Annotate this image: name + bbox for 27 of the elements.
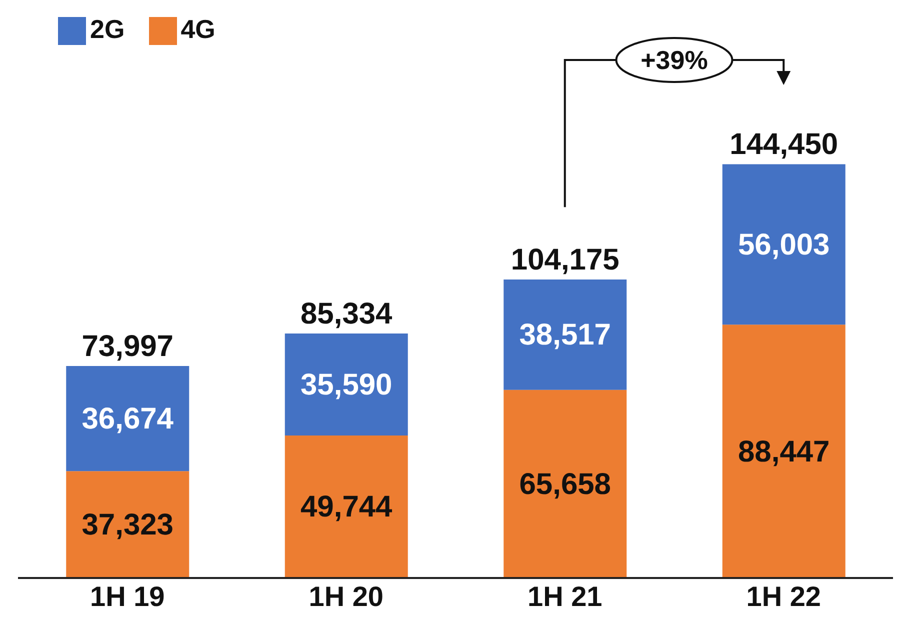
text: +39% <box>640 45 708 75</box>
bar <box>284 435 408 578</box>
legend-label: 2G <box>90 14 125 44</box>
data-label: 88,447 <box>738 435 830 468</box>
bar <box>66 366 190 472</box>
data-label: 35,590 <box>300 368 392 402</box>
bar <box>722 164 846 325</box>
total-label: 144,450 <box>730 128 838 162</box>
x-tick-label: 1H 19 <box>90 580 165 612</box>
bar <box>66 471 190 578</box>
legend-label: 4G <box>180 14 216 44</box>
bar <box>504 280 627 390</box>
total-label: 85,334 <box>300 298 393 331</box>
data-label: 65,658 <box>519 468 612 501</box>
data-label: 56,003 <box>738 228 830 262</box>
bar <box>722 324 846 578</box>
data-label: 37,323 <box>82 508 174 542</box>
x-tick-label: 1H 20 <box>308 580 384 612</box>
data-label: 36,674 <box>82 402 174 436</box>
x-tick-label: 1H 22 <box>746 580 821 612</box>
data-label: 38,517 <box>519 318 612 352</box>
bar <box>284 334 408 436</box>
total-label: 104,175 <box>510 244 620 277</box>
total-label: 73,997 <box>82 330 174 363</box>
data-label: 49,744 <box>300 490 393 524</box>
x-tick-label: 1H 21 <box>528 580 602 612</box>
bar <box>504 390 627 578</box>
